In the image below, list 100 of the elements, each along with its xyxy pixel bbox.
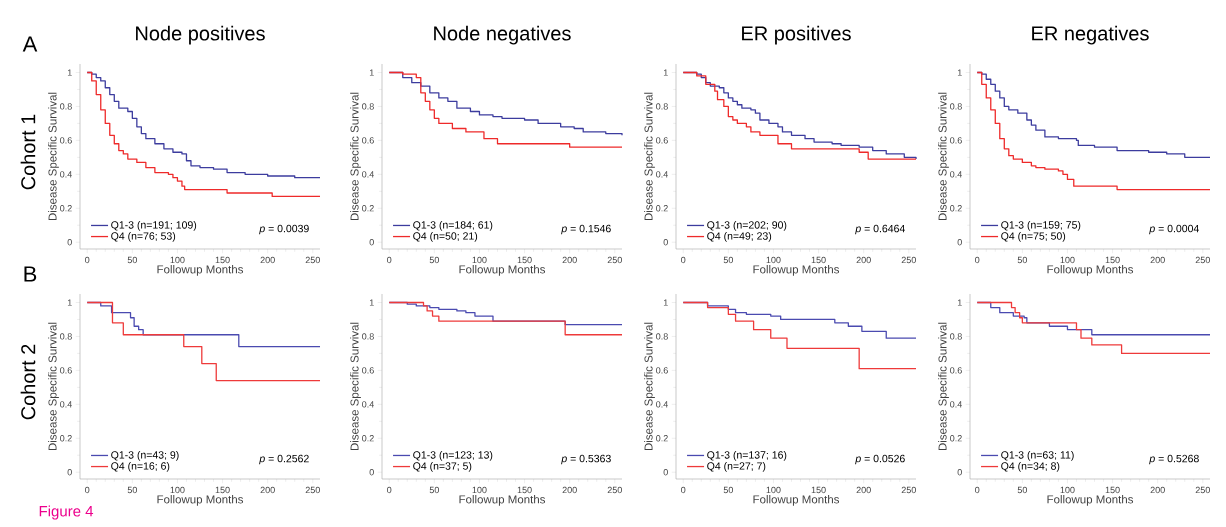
x-tick-label: 100 — [1060, 486, 1075, 494]
x-tick-label: 200 — [260, 486, 275, 494]
annotation: p = 0.0526 — [855, 454, 905, 465]
x-tick-label: 0 — [85, 256, 90, 264]
y-axis-title: Disease Specific Survival — [350, 322, 361, 451]
y-tick-label: 1 — [67, 69, 72, 76]
x-tick-label: 200 — [1150, 256, 1165, 264]
x-axis-title: Followup Months — [157, 264, 244, 276]
x-tick-label: 150 — [811, 486, 826, 494]
y-tick-label: 0 — [663, 239, 668, 246]
x-tick-label: 50 — [1017, 486, 1027, 494]
y-tick-label: 0.4 — [60, 401, 72, 408]
annotation: p = 0.5363 — [561, 454, 611, 465]
x-tick-label: 250 — [607, 486, 622, 494]
y-tick-label: 1 — [67, 299, 72, 306]
x-tick-label: 100 — [472, 256, 487, 264]
x-tick-label: 150 — [517, 486, 532, 494]
y-tick-label: 0.6 — [950, 367, 962, 374]
x-tick-label: 100 — [766, 256, 781, 264]
y-tick-label: 0.2 — [362, 435, 374, 442]
y-tick-label: 0.4 — [656, 401, 668, 408]
y-tick-label: 0.8 — [656, 333, 668, 340]
x-tick-label: 250 — [305, 256, 320, 264]
y-tick-label: 1 — [369, 299, 374, 306]
y-tick-label: 0.2 — [656, 435, 668, 442]
x-tick-label: 0 — [681, 256, 686, 264]
y-tick-label: 0.8 — [362, 333, 374, 340]
y-tick-label: 0.2 — [60, 435, 72, 442]
y-tick-label: 0 — [957, 469, 962, 476]
x-tick-label: 200 — [856, 486, 871, 494]
annotation: p = 0.5268 — [1149, 454, 1199, 465]
legend-label: Q1-3 (n=202; 90) — [707, 220, 787, 231]
y-tick-label: 0.2 — [362, 205, 374, 212]
x-tick-label: 250 — [1195, 486, 1210, 494]
x-tick-label: 100 — [170, 486, 185, 494]
x-tick-label: 150 — [1105, 486, 1120, 494]
legend-label: Q1-3 (n=184; 61) — [413, 220, 493, 231]
legend-label: Q4 (n=76; 53) — [111, 232, 176, 242]
y-tick-label: 0.6 — [656, 137, 668, 144]
y-tick-label: 0.6 — [60, 137, 72, 144]
y-tick-label: 0.8 — [656, 103, 668, 110]
x-tick-label: 150 — [811, 256, 826, 264]
x-tick-label: 50 — [1017, 256, 1027, 264]
y-axis-title: Disease Specific Survival — [644, 322, 655, 451]
chart-title: Node negatives — [434, 25, 571, 45]
x-tick-label: 0 — [975, 256, 980, 264]
x-tick-label: 200 — [562, 486, 577, 494]
y-tick-label: 0.4 — [362, 171, 374, 178]
x-tick-label: 150 — [215, 256, 230, 264]
x-tick-label: 100 — [766, 486, 781, 494]
y-tick-label: 0.4 — [362, 401, 374, 408]
y-tick-label: 0.8 — [950, 333, 962, 340]
text: Cohort 2 — [20, 344, 36, 420]
caption: Figure 4 — [39, 505, 94, 520]
annotation: p = 0.1546 — [561, 224, 611, 235]
y-tick-label: 0 — [369, 469, 374, 476]
x-tick-label: 250 — [901, 256, 916, 264]
legend-label: Q4 (n=50; 21) — [413, 232, 478, 242]
y-tick-label: 0 — [369, 239, 374, 246]
y-tick-label: 0.2 — [60, 205, 72, 212]
x-axis-title: Followup Months — [459, 494, 546, 506]
annotation: p = 0.0039 — [259, 224, 309, 235]
x-tick-label: 250 — [305, 486, 320, 494]
x-tick-label: 0 — [681, 486, 686, 494]
legend-label: Q4 (n=27; 7) — [707, 462, 766, 472]
legend-label: Q1-3 (n=63; 11) — [1001, 450, 1074, 461]
legend-label: Q1-3 (n=191; 109) — [111, 220, 197, 231]
x-tick-label: 100 — [1060, 256, 1075, 264]
x-tick-label: 0 — [975, 486, 980, 494]
x-tick-label: 0 — [85, 486, 90, 494]
y-axis-title: Disease Specific Survival — [350, 92, 361, 221]
y-tick-label: 0.8 — [60, 333, 72, 340]
chart-title: ER positives — [742, 25, 851, 45]
y-tick-label: 0 — [663, 469, 668, 476]
x-tick-label: 150 — [517, 256, 532, 264]
legend-label: Q4 (n=16; 6) — [111, 462, 170, 472]
y-tick-label: 0.8 — [60, 103, 72, 110]
y-tick-label: 0 — [957, 239, 962, 246]
y-tick-label: 0.2 — [950, 435, 962, 442]
legend-label: Q4 (n=75; 50) — [1001, 232, 1066, 242]
x-tick-label: 200 — [260, 256, 275, 264]
y-tick-label: 0 — [67, 469, 72, 476]
x-axis-title: Followup Months — [459, 264, 546, 276]
y-tick-label: 0 — [67, 239, 72, 246]
x-axis-title: Followup Months — [157, 494, 244, 506]
x-tick-label: 150 — [1105, 256, 1120, 264]
y-tick-label: 0.6 — [362, 367, 374, 374]
x-axis-title: Followup Months — [1047, 494, 1134, 506]
y-tick-label: 1 — [663, 69, 668, 76]
y-tick-label: 0.4 — [656, 171, 668, 178]
y-tick-label: 0.2 — [656, 205, 668, 212]
y-tick-label: 0.6 — [60, 367, 72, 374]
x-tick-label: 100 — [472, 486, 487, 494]
legend-label: Q1-3 (n=123; 13) — [413, 450, 493, 461]
x-tick-label: 50 — [127, 486, 137, 494]
y-tick-label: 1 — [957, 69, 962, 76]
text: B — [24, 266, 37, 282]
x-tick-label: 200 — [562, 256, 577, 264]
x-axis-title: Followup Months — [753, 264, 840, 276]
chart-title: ER negatives — [1032, 25, 1149, 45]
